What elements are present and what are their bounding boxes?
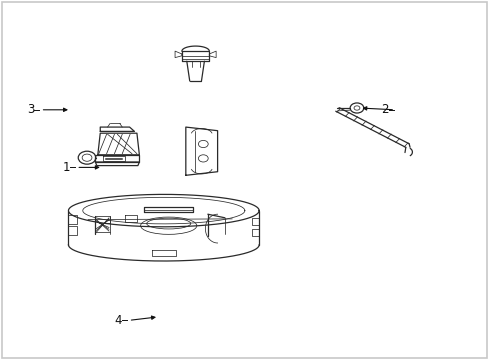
Text: 3: 3	[27, 103, 34, 116]
Text: 2: 2	[381, 103, 388, 116]
Text: 1: 1	[62, 161, 70, 174]
Text: 4: 4	[115, 314, 122, 327]
